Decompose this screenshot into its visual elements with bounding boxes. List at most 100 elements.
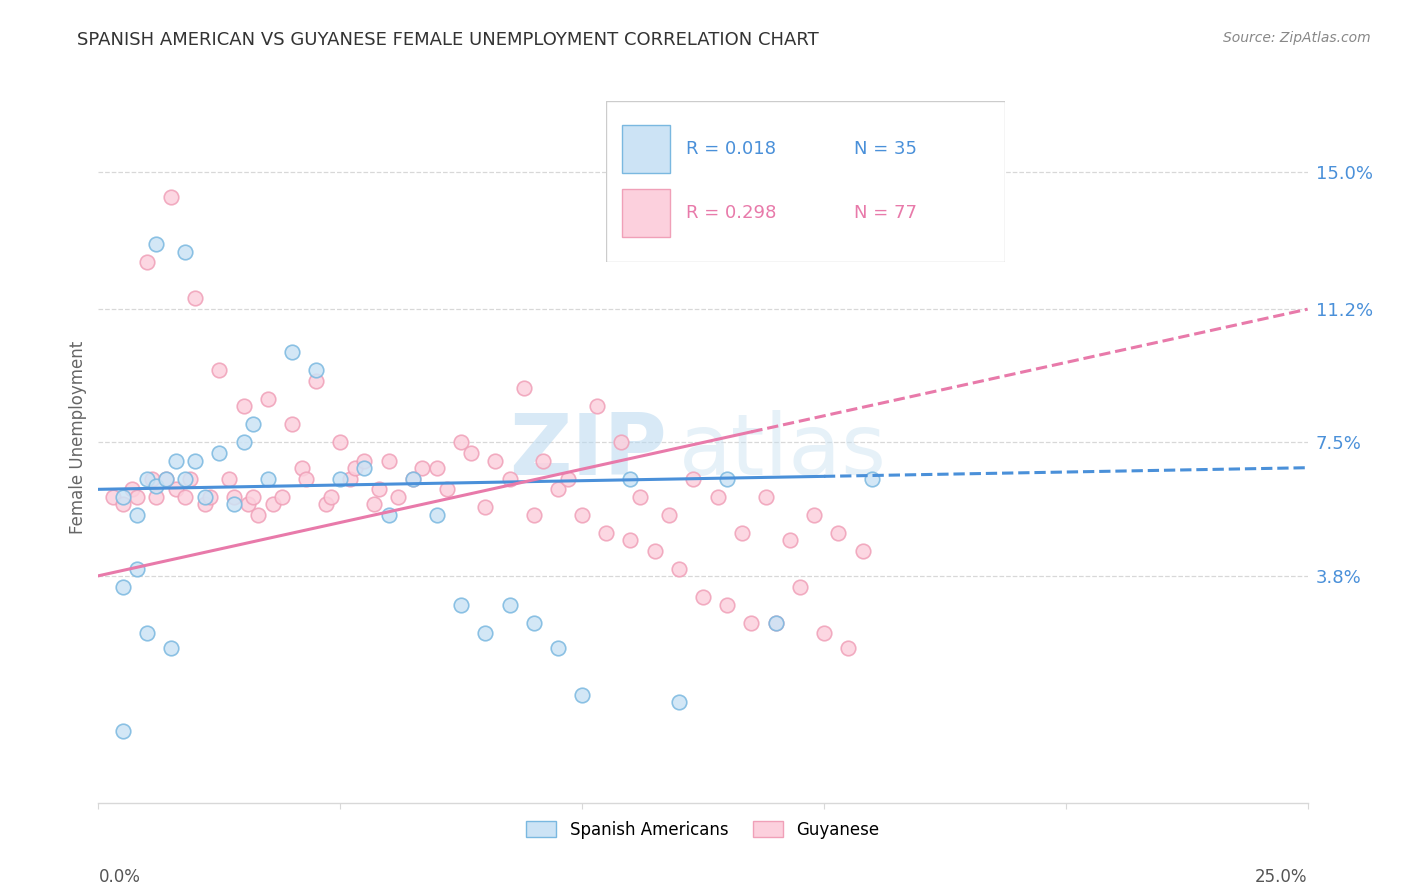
- Point: [155, 471, 177, 485]
- Point: [547, 483, 569, 497]
- Point: [813, 626, 835, 640]
- Point: [290, 460, 312, 475]
- Point: [368, 483, 391, 497]
- Point: [610, 435, 633, 450]
- Point: [377, 453, 399, 467]
- Point: [426, 508, 449, 522]
- Point: [127, 490, 149, 504]
- Point: [305, 374, 328, 388]
- Point: [716, 598, 738, 612]
- Point: [174, 471, 197, 485]
- Point: [692, 591, 714, 605]
- Point: [165, 453, 187, 467]
- Point: [571, 688, 593, 702]
- Point: [262, 497, 284, 511]
- Point: [101, 490, 124, 504]
- Point: [484, 453, 506, 467]
- Point: [343, 460, 366, 475]
- Point: [450, 435, 472, 450]
- Point: [135, 255, 157, 269]
- Point: [295, 471, 318, 485]
- Point: [740, 615, 762, 630]
- Point: [238, 497, 260, 511]
- Point: [498, 598, 520, 612]
- Point: [281, 345, 304, 359]
- Point: [329, 471, 352, 485]
- Y-axis label: Female Unemployment: Female Unemployment: [69, 341, 87, 533]
- Point: [658, 508, 681, 522]
- Point: [837, 640, 859, 655]
- Point: [329, 435, 352, 450]
- Point: [571, 508, 593, 522]
- Point: [222, 497, 245, 511]
- Point: [127, 508, 149, 522]
- Point: [474, 500, 496, 515]
- Point: [232, 400, 254, 414]
- Point: [716, 471, 738, 485]
- Point: [232, 435, 254, 450]
- Point: [339, 471, 361, 485]
- Point: [184, 453, 207, 467]
- Point: [256, 471, 278, 485]
- Text: ZIP: ZIP: [509, 410, 666, 493]
- Point: [387, 490, 409, 504]
- Point: [450, 598, 472, 612]
- Point: [160, 640, 183, 655]
- Point: [160, 190, 183, 204]
- Point: [121, 483, 143, 497]
- Point: [194, 497, 217, 511]
- Point: [436, 483, 458, 497]
- Point: [628, 490, 651, 504]
- Point: [411, 460, 433, 475]
- Point: [498, 471, 520, 485]
- Text: Source: ZipAtlas.com: Source: ZipAtlas.com: [1223, 31, 1371, 45]
- Point: [585, 400, 607, 414]
- Point: [127, 561, 149, 575]
- Point: [145, 490, 167, 504]
- Point: [619, 533, 641, 547]
- Point: [860, 471, 883, 485]
- Point: [111, 723, 134, 738]
- Point: [460, 446, 482, 460]
- Point: [706, 490, 728, 504]
- Point: [305, 363, 328, 377]
- Point: [111, 580, 134, 594]
- Point: [531, 453, 554, 467]
- Point: [619, 471, 641, 485]
- Point: [165, 483, 187, 497]
- Point: [198, 490, 221, 504]
- Point: [765, 615, 787, 630]
- Point: [315, 497, 337, 511]
- Text: 25.0%: 25.0%: [1256, 868, 1308, 886]
- Text: 0.0%: 0.0%: [98, 868, 141, 886]
- Point: [765, 615, 787, 630]
- Point: [256, 392, 278, 407]
- Point: [135, 626, 157, 640]
- Point: [222, 490, 245, 504]
- Point: [547, 640, 569, 655]
- Point: [789, 580, 811, 594]
- Point: [363, 497, 385, 511]
- Point: [111, 497, 134, 511]
- Point: [731, 525, 754, 540]
- Point: [353, 453, 375, 467]
- Point: [426, 460, 449, 475]
- Point: [271, 490, 294, 504]
- Point: [595, 525, 617, 540]
- Point: [644, 543, 666, 558]
- Point: [242, 490, 264, 504]
- Point: [682, 471, 704, 485]
- Point: [474, 626, 496, 640]
- Point: [803, 508, 825, 522]
- Point: [145, 479, 167, 493]
- Point: [523, 508, 546, 522]
- Point: [402, 471, 425, 485]
- Legend: Spanish Americans, Guyanese: Spanish Americans, Guyanese: [520, 814, 886, 846]
- Point: [668, 695, 690, 709]
- Point: [174, 244, 197, 259]
- Point: [247, 508, 270, 522]
- Point: [111, 490, 134, 504]
- Point: [827, 525, 849, 540]
- Point: [779, 533, 801, 547]
- Point: [281, 417, 304, 432]
